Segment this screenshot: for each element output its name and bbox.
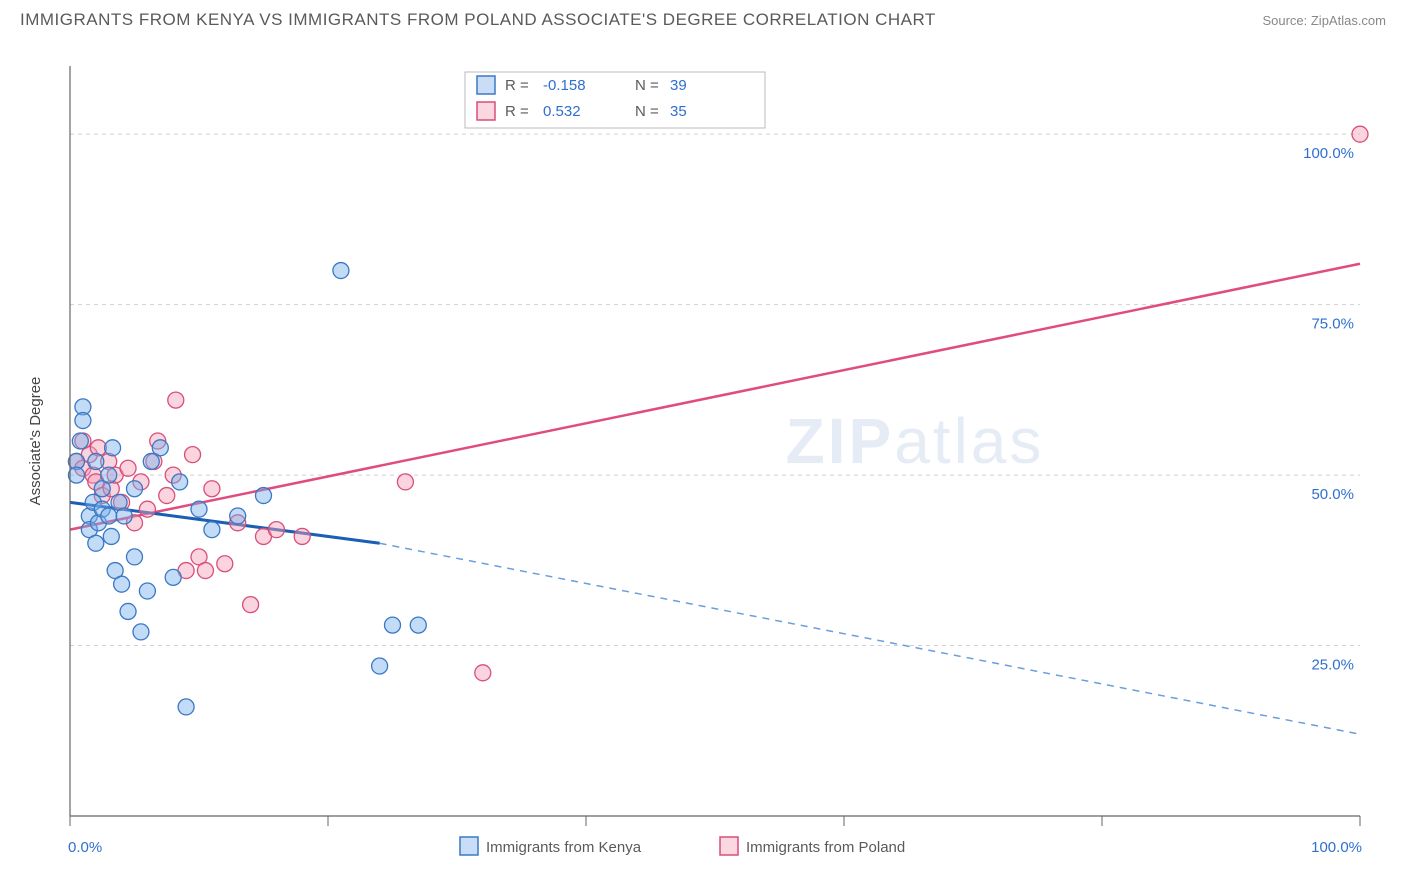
trendline-kenya-dashed — [380, 543, 1360, 734]
data-point-kenya — [88, 453, 104, 469]
data-point-poland — [185, 447, 201, 463]
data-point-kenya — [114, 576, 130, 592]
data-point-kenya — [68, 467, 84, 483]
y-axis-title: Associate's Degree — [27, 377, 44, 506]
watermark: ZIPatlas — [786, 405, 1045, 477]
data-point-kenya — [191, 501, 207, 517]
y-tick-label: 50.0% — [1311, 486, 1354, 503]
data-point-kenya — [143, 453, 159, 469]
data-point-kenya — [178, 699, 194, 715]
bottom-legend-label: Immigrants from Poland — [746, 839, 905, 856]
source-link[interactable]: ZipAtlas.com — [1311, 13, 1386, 28]
legend-r-label: R = — [505, 103, 529, 120]
data-point-kenya — [385, 617, 401, 633]
legend-n-label: N = — [635, 103, 659, 120]
data-point-kenya — [75, 413, 91, 429]
data-point-kenya — [88, 535, 104, 551]
data-point-kenya — [72, 433, 88, 449]
data-point-poland — [1352, 126, 1368, 142]
data-point-kenya — [101, 508, 117, 524]
legend-n-value: 39 — [670, 77, 687, 94]
data-point-kenya — [139, 583, 155, 599]
legend-n-value: 35 — [670, 103, 687, 120]
data-point-poland — [159, 488, 175, 504]
y-tick-label: 75.0% — [1311, 316, 1354, 333]
data-point-kenya — [172, 474, 188, 490]
data-point-kenya — [165, 569, 181, 585]
bottom-legend-swatch — [720, 837, 738, 855]
legend-swatch — [477, 102, 495, 120]
y-tick-label: 25.0% — [1311, 657, 1354, 674]
data-point-poland — [475, 665, 491, 681]
chart-header: IMMIGRANTS FROM KENYA VS IMMIGRANTS FROM… — [20, 10, 1386, 30]
data-point-kenya — [120, 603, 136, 619]
data-point-kenya — [103, 528, 119, 544]
data-point-kenya — [410, 617, 426, 633]
data-point-poland — [120, 460, 136, 476]
y-tick-label: 100.0% — [1303, 145, 1354, 162]
data-point-kenya — [372, 658, 388, 674]
bottom-legend-label: Immigrants from Kenya — [486, 839, 642, 856]
data-point-poland — [217, 556, 233, 572]
data-point-poland — [397, 474, 413, 490]
legend-r-value: 0.532 — [543, 103, 581, 120]
data-point-poland — [204, 481, 220, 497]
data-point-kenya — [256, 488, 272, 504]
data-point-kenya — [105, 440, 121, 456]
data-point-kenya — [127, 481, 143, 497]
legend-swatch — [477, 76, 495, 94]
x-tick-label-left: 0.0% — [68, 839, 102, 856]
legend-n-label: N = — [635, 77, 659, 94]
data-point-kenya — [101, 467, 117, 483]
data-point-kenya — [204, 522, 220, 538]
data-point-kenya — [333, 263, 349, 279]
x-tick-label-right: 100.0% — [1311, 839, 1362, 856]
chart-svg: 25.0% 50.0% 75.0% 100.0% ZIPatlas 0.0% 100.0% A… — [20, 36, 1386, 866]
data-point-kenya — [127, 549, 143, 565]
correlation-chart: 25.0% 50.0% 75.0% 100.0% ZIPatlas 0.0% 100.0% A… — [20, 36, 1386, 866]
data-point-poland — [139, 501, 155, 517]
data-point-poland — [268, 522, 284, 538]
legend-r-label: R = — [505, 77, 529, 94]
data-point-kenya — [133, 624, 149, 640]
chart-source: Source: ZipAtlas.com — [1262, 13, 1386, 28]
data-point-poland — [243, 597, 259, 613]
legend-r-value: -0.158 — [543, 77, 586, 94]
data-point-poland — [294, 528, 310, 544]
data-point-kenya — [152, 440, 168, 456]
data-point-kenya — [230, 508, 246, 524]
data-point-poland — [197, 563, 213, 579]
data-point-poland — [168, 392, 184, 408]
chart-title: IMMIGRANTS FROM KENYA VS IMMIGRANTS FROM… — [20, 10, 936, 30]
source-prefix: Source: — [1262, 13, 1310, 28]
data-point-kenya — [116, 508, 132, 524]
bottom-legend-swatch — [460, 837, 478, 855]
